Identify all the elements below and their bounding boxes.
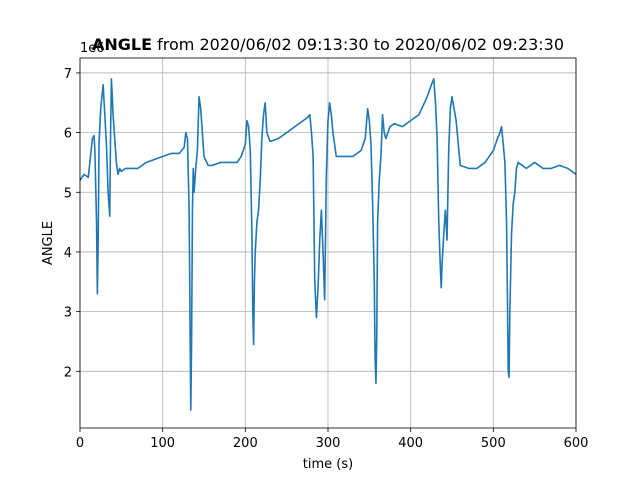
chart-title-rest: from 2020/06/02 09:13:30 to 2020/06/02 0… (152, 35, 564, 54)
chart-title: ANGLE from 2020/06/02 09:13:30 to 2020/0… (92, 35, 564, 54)
x-tick-label: 100 (150, 436, 175, 451)
chart-title-bold: ANGLE (92, 35, 152, 54)
x-tick-label: 0 (76, 436, 84, 451)
y-tick-label: 3 (64, 306, 72, 321)
x-tick-label: 600 (564, 436, 589, 451)
x-tick-label: 500 (481, 436, 506, 451)
y-offset-label: 1e6 (80, 41, 105, 56)
y-axis-label: ANGLE (41, 221, 56, 265)
x-axis: 0 100 200 300 400 500 600 (76, 428, 589, 451)
y-tick-label: 2 (64, 365, 72, 380)
y-tick-label: 4 (64, 246, 72, 261)
x-tick-label: 200 (233, 436, 258, 451)
x-axis-label: time (s) (303, 457, 353, 472)
x-tick-label: 300 (316, 436, 341, 451)
y-tick-label: 6 (64, 127, 72, 142)
x-tick-label: 400 (398, 436, 423, 451)
plot-area (80, 78, 576, 411)
y-tick-label: 5 (64, 186, 72, 201)
y-axis: 2 3 4 5 6 7 (64, 67, 80, 380)
series-line (80, 78, 576, 411)
grid (79, 58, 577, 428)
y-tick-label: 7 (64, 67, 72, 82)
